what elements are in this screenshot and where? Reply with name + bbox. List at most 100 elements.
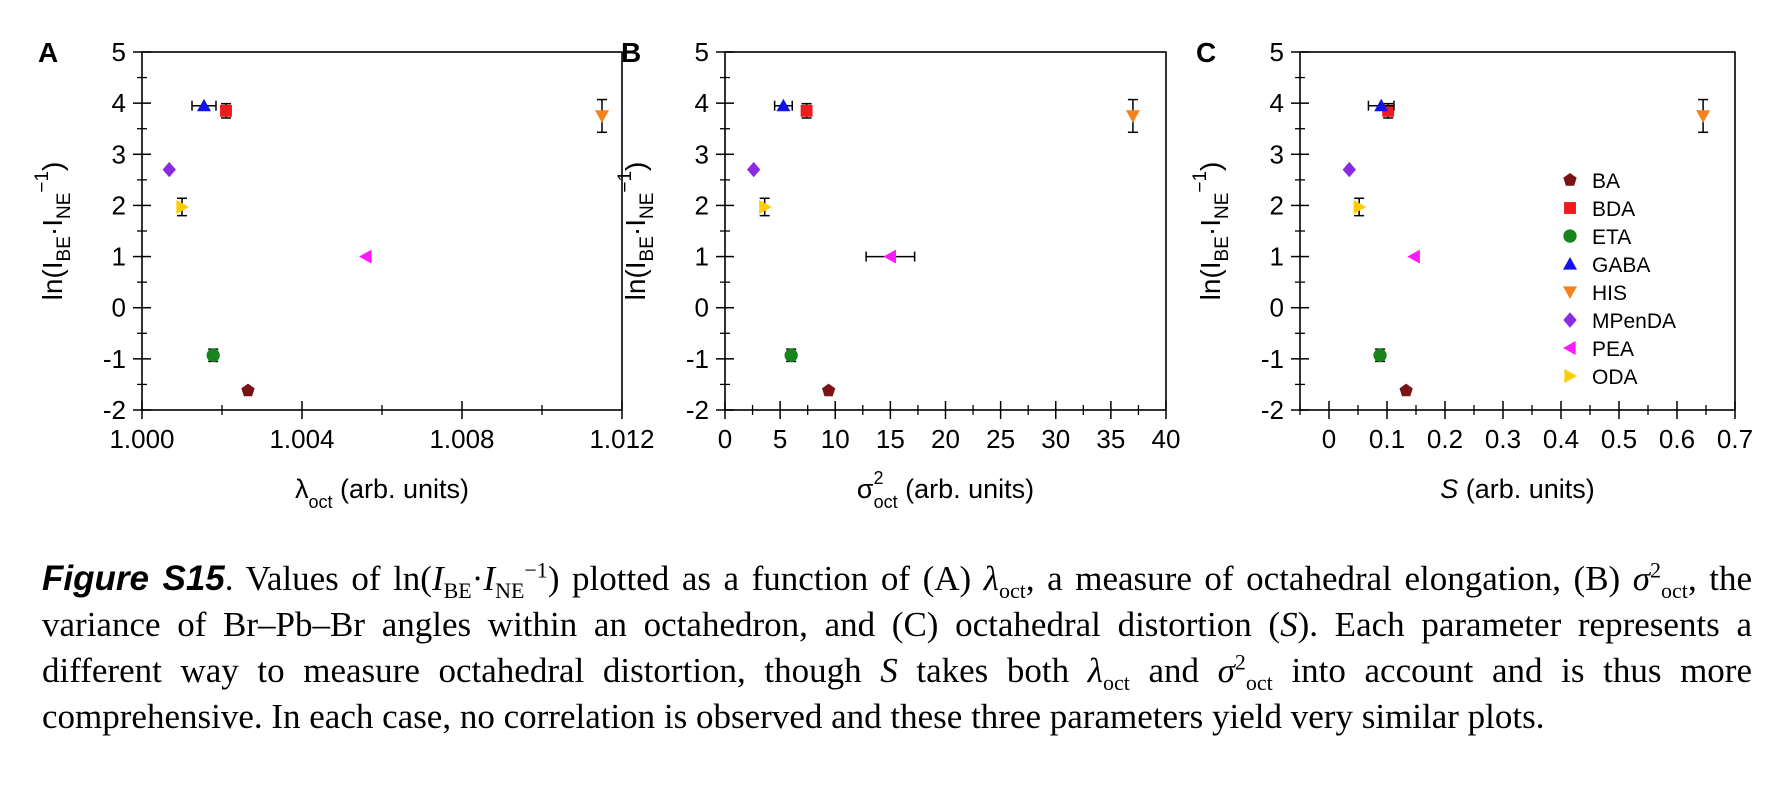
caption-superscript: −1 bbox=[524, 557, 548, 583]
y-tick-label: 2 bbox=[112, 190, 126, 220]
data-point-bda bbox=[220, 102, 232, 119]
caption-text: ) plotted as a function of (A) bbox=[547, 559, 984, 598]
x-tick-label: 35 bbox=[1096, 424, 1125, 454]
y-label-part: ln(I bbox=[37, 261, 68, 300]
legend-label-eta: ETA bbox=[1592, 226, 1631, 249]
x-tick-label: 1.000 bbox=[109, 424, 174, 454]
y-tick-label: 3 bbox=[695, 139, 709, 169]
legend: BA BDA ETA GABA HIS MPenDA PEA ODA bbox=[1563, 170, 1676, 389]
y-tick-label: 5 bbox=[1270, 37, 1284, 67]
marker-gaba bbox=[1374, 98, 1389, 112]
caption-subscript: oct bbox=[1102, 670, 1130, 695]
data-point-ba bbox=[1399, 383, 1413, 397]
y-axis-label: ln(IBE·INE−1) bbox=[615, 162, 658, 301]
data-point-ba bbox=[822, 383, 836, 397]
marker-mpenda bbox=[1342, 161, 1356, 178]
marker-oda bbox=[1353, 200, 1367, 214]
caption-text: I bbox=[483, 559, 496, 598]
marker-eta bbox=[206, 348, 220, 362]
y-label-superscript: −1 bbox=[32, 171, 53, 193]
data-point-eta bbox=[784, 348, 798, 363]
data-point-his bbox=[595, 98, 609, 134]
y-tick-label: 0 bbox=[112, 293, 126, 323]
y-tick-label: 2 bbox=[695, 190, 709, 220]
x-label-symbol: S bbox=[1440, 474, 1458, 504]
plot-frame bbox=[1299, 51, 1736, 411]
x-label-unit: (arb. units) bbox=[898, 474, 1035, 504]
caption-text: σ bbox=[1632, 559, 1651, 598]
caption-text: . Values of ln( bbox=[224, 559, 432, 598]
y-tick-label: 1 bbox=[695, 242, 709, 272]
caption-subscript: oct bbox=[1661, 578, 1688, 603]
y-tick-label: -1 bbox=[103, 344, 126, 374]
legend-marker-oda bbox=[1564, 369, 1577, 383]
legend-marker-ba bbox=[1563, 173, 1577, 186]
marker-eta bbox=[784, 348, 798, 362]
x-tick-label: 0.1 bbox=[1369, 424, 1405, 454]
x-tick-label: 1.008 bbox=[429, 424, 494, 454]
marker-pea bbox=[1407, 249, 1420, 264]
y-tick-label: -2 bbox=[1261, 395, 1284, 425]
caption-text: σ bbox=[1217, 651, 1235, 690]
y-label-subscript: NE bbox=[1212, 193, 1233, 219]
y-tick-label: 0 bbox=[695, 293, 709, 323]
x-tick-label: 0.2 bbox=[1427, 424, 1463, 454]
caption-subscript: oct bbox=[998, 578, 1026, 603]
caption-text: into account and is thus more comprehens… bbox=[42, 651, 1752, 736]
y-tick-label: 1 bbox=[1270, 242, 1284, 272]
data-point-pea bbox=[1407, 249, 1420, 264]
x-label-symbol: λ bbox=[295, 474, 309, 504]
y-label-part: ·I bbox=[620, 219, 651, 236]
data-point-mpenda bbox=[162, 161, 176, 178]
legend-marker-eta bbox=[1563, 229, 1577, 243]
legend-label-his: HIS bbox=[1592, 282, 1627, 305]
y-label-superscript: −1 bbox=[615, 171, 636, 193]
marker-his bbox=[595, 110, 609, 123]
marker-gaba bbox=[197, 98, 211, 112]
x-tick-label: 0.4 bbox=[1543, 424, 1579, 454]
caption-superscript: 2 bbox=[1234, 649, 1246, 675]
caption-figure-label: Figure S15 bbox=[42, 559, 225, 598]
x-label-unit: (arb. units) bbox=[1458, 474, 1595, 504]
marker-pea bbox=[359, 249, 372, 264]
data-point-mpenda bbox=[747, 161, 761, 178]
x-label-subscript: oct bbox=[874, 492, 898, 512]
x-tick-label: 0.3 bbox=[1485, 424, 1521, 454]
figure-caption: Figure S15. Values of ln(IBE·INE−1) plot… bbox=[42, 556, 1752, 740]
data-point-ba bbox=[241, 383, 255, 397]
x-label-superscript: 2 bbox=[874, 468, 884, 488]
caption-text: takes both bbox=[897, 651, 1088, 690]
y-tick-label: 5 bbox=[112, 37, 126, 67]
y-tick-label: -2 bbox=[686, 395, 709, 425]
caption-subscript: oct bbox=[1245, 670, 1273, 695]
caption-subscript: BE bbox=[443, 578, 472, 603]
marker-oda bbox=[176, 200, 189, 214]
caption-text: · bbox=[471, 559, 484, 598]
x-tick-label: 0.6 bbox=[1659, 424, 1695, 454]
y-tick-label: 0 bbox=[1270, 293, 1284, 323]
x-tick-label: 20 bbox=[931, 424, 960, 454]
caption-text: S bbox=[1280, 605, 1298, 644]
legend-label-gaba: GABA bbox=[1592, 254, 1650, 277]
y-label-part: ) bbox=[1195, 162, 1226, 171]
y-label-part: ·I bbox=[1195, 219, 1226, 236]
data-point-gaba bbox=[773, 98, 794, 112]
panel-b: -2 -1 0 1 2 3 4 5 0 5 10 15 20 25 30 35 40 Bln(IBE·INE−1)… bbox=[615, 37, 1180, 512]
caption-text: S bbox=[880, 651, 898, 690]
data-point-his bbox=[1696, 98, 1711, 134]
y-tick-label: 4 bbox=[112, 88, 126, 118]
data-point-mpenda bbox=[1342, 161, 1356, 178]
x-label-symbol: σ bbox=[857, 474, 874, 504]
y-label-subscript: BE bbox=[1212, 236, 1233, 261]
x-tick-label: 0.7 bbox=[1717, 424, 1753, 454]
marker-his bbox=[1696, 110, 1711, 123]
marker-oda bbox=[759, 200, 772, 214]
y-label-superscript: −1 bbox=[1190, 171, 1211, 193]
caption-text: I bbox=[431, 559, 444, 598]
x-axis-label: λoct (arb. units) bbox=[295, 474, 469, 512]
y-label-part: ) bbox=[37, 162, 68, 171]
y-tick-label: -1 bbox=[686, 344, 709, 374]
legend-label-mpenda: MPenDA bbox=[1592, 310, 1676, 333]
